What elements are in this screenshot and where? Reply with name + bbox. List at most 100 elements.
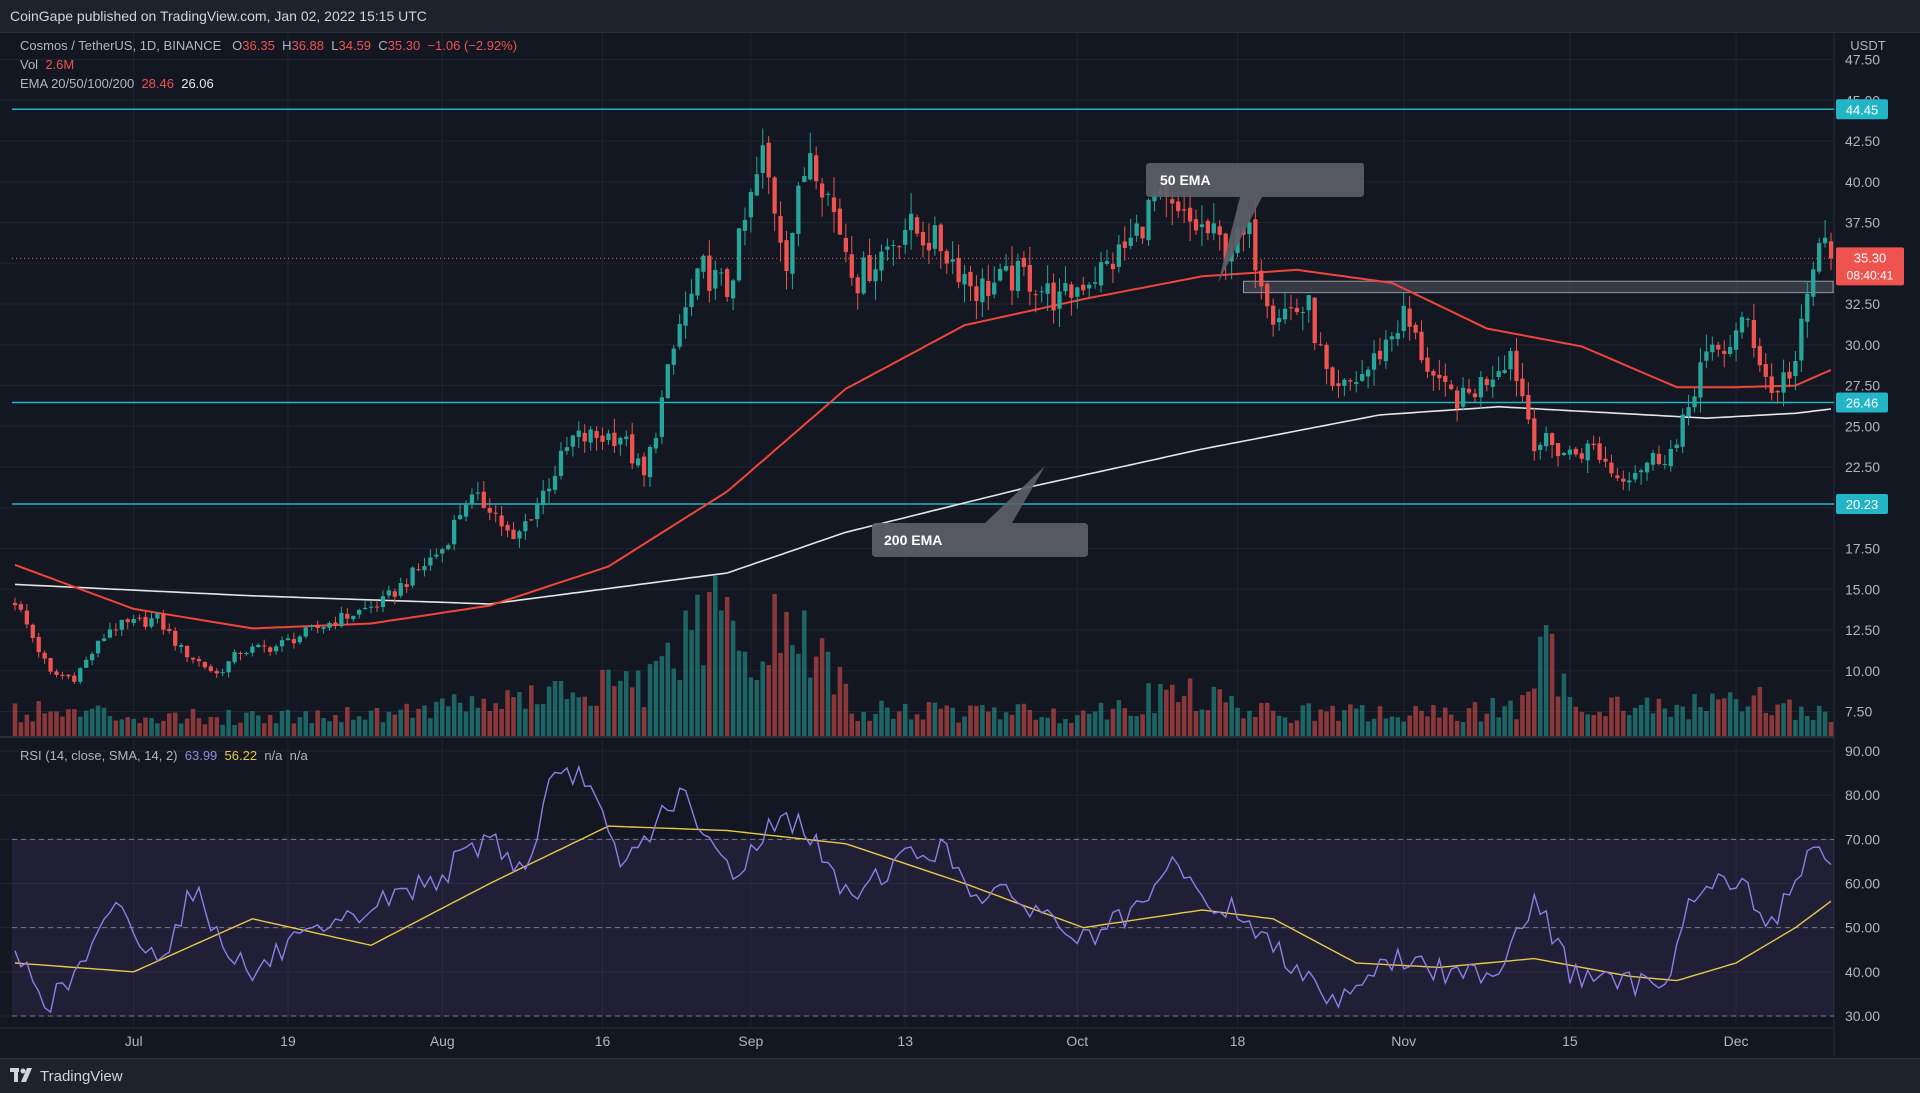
- volume-bar: [1526, 691, 1531, 736]
- candle-body: [1176, 201, 1181, 212]
- volume-bar: [956, 722, 961, 736]
- volume-bar: [902, 703, 908, 736]
- candle-body: [321, 627, 326, 629]
- candle-body: [558, 450, 564, 476]
- volume-bar: [1003, 712, 1009, 736]
- candle-body: [992, 282, 997, 295]
- volume-bar: [1377, 706, 1383, 736]
- candle-body: [119, 619, 124, 630]
- candle-body: [1561, 452, 1567, 456]
- volume-bar: [261, 723, 267, 736]
- volume-bar: [1069, 722, 1074, 736]
- volume-bar: [730, 620, 736, 736]
- candle-body: [1015, 260, 1021, 292]
- volume-bar: [1579, 711, 1585, 736]
- candle-body: [612, 432, 617, 447]
- candle-body: [1282, 308, 1288, 320]
- volume-bar: [451, 694, 457, 736]
- volume-bar: [962, 716, 967, 736]
- volume-bar: [908, 719, 914, 736]
- candle-body: [1003, 265, 1009, 271]
- level-tag: [1836, 99, 1888, 120]
- candle-body: [24, 610, 29, 625]
- volume-bar: [380, 722, 386, 736]
- volume-bar: [1543, 625, 1549, 736]
- tradingview-logo-icon[interactable]: [10, 1067, 36, 1083]
- candle-body: [315, 624, 320, 629]
- candle-body: [1300, 312, 1305, 314]
- candle-body: [1674, 444, 1679, 449]
- price-tick-label: 32.50: [1845, 296, 1880, 312]
- published-text: CoinGape published on TradingView.com, J…: [10, 8, 427, 24]
- candle-body: [285, 638, 291, 641]
- candle-body: [1538, 444, 1543, 450]
- footer-brand[interactable]: TradingView: [40, 1068, 123, 1085]
- candle-body: [1259, 270, 1264, 287]
- volume-bar: [422, 705, 427, 736]
- candle-body: [1348, 380, 1353, 382]
- rsi-legend[interactable]: RSI (14, close, SMA, 14, 2) 63.99 56.22 …: [20, 748, 308, 763]
- candle-body: [202, 662, 208, 668]
- volume-bar: [1359, 705, 1365, 736]
- candle-body: [1544, 433, 1549, 447]
- candle-body: [873, 269, 878, 282]
- candle-body: [600, 435, 605, 442]
- candle-body: [914, 217, 920, 234]
- volume-bar: [410, 717, 415, 736]
- candle-body: [564, 447, 570, 451]
- candle-body: [1609, 462, 1614, 474]
- volume-bar: [641, 707, 647, 736]
- candle-body: [1698, 362, 1703, 398]
- resistance-zone: [1242, 280, 1834, 294]
- candle-body: [1603, 458, 1608, 462]
- volume-bar: [333, 714, 338, 736]
- volume-bar: [1247, 710, 1252, 736]
- volume-bar: [1057, 723, 1062, 736]
- candle-body: [855, 277, 860, 294]
- candle-body: [161, 613, 166, 630]
- candle-body: [12, 602, 18, 606]
- candle-body: [1211, 223, 1216, 234]
- volume-bar: [701, 665, 706, 736]
- volume-bar: [1407, 715, 1412, 736]
- volume-bar: [434, 701, 439, 736]
- volume-bar: [1799, 706, 1804, 736]
- volume-bar: [914, 714, 920, 736]
- time-tick-label: Jul: [125, 1033, 143, 1049]
- pair-label[interactable]: Cosmos / TetherUS, 1D, BINANCE: [20, 38, 222, 53]
- candle-body: [1751, 319, 1757, 348]
- candle-body: [1478, 377, 1484, 398]
- volume-bar: [855, 720, 860, 736]
- candle-body: [1769, 376, 1774, 393]
- candle-body: [968, 271, 973, 287]
- candle-body: [1656, 453, 1662, 465]
- volume-bar: [232, 724, 237, 736]
- volume-bar: [12, 703, 18, 736]
- volume-legend[interactable]: Vol 2.6M: [20, 57, 75, 72]
- rsi-tick-label: 80.00: [1845, 787, 1880, 803]
- volume-bar: [552, 681, 558, 736]
- candle-body: [879, 251, 884, 271]
- candle-body: [647, 447, 653, 478]
- time-tick-label: Nov: [1391, 1033, 1416, 1049]
- volume-bar: [297, 717, 303, 736]
- candle-body: [1371, 353, 1377, 370]
- candle-body: [244, 653, 249, 655]
- candle-body: [1508, 351, 1513, 370]
- candle-body: [1051, 282, 1056, 311]
- volume-bar: [1425, 716, 1430, 736]
- candle-body: [125, 619, 130, 623]
- volume-bar: [1318, 709, 1323, 736]
- candle-body: [1460, 387, 1466, 407]
- volume-bar: [291, 723, 297, 736]
- chart-canvas[interactable]: 47.5045.0042.5040.0037.5035.0032.5030.00…: [0, 0, 1920, 1056]
- ema-legend[interactable]: EMA 20/50/100/200 28.46 26.06: [20, 76, 214, 91]
- volume-bar: [1039, 717, 1044, 736]
- volume-bar: [1822, 711, 1828, 736]
- candle-body: [802, 175, 807, 182]
- candle-body: [635, 458, 641, 466]
- candle-body: [273, 646, 279, 652]
- candle-body: [149, 618, 154, 627]
- volume-bar: [1478, 721, 1484, 736]
- callout-200ema: [872, 466, 1088, 557]
